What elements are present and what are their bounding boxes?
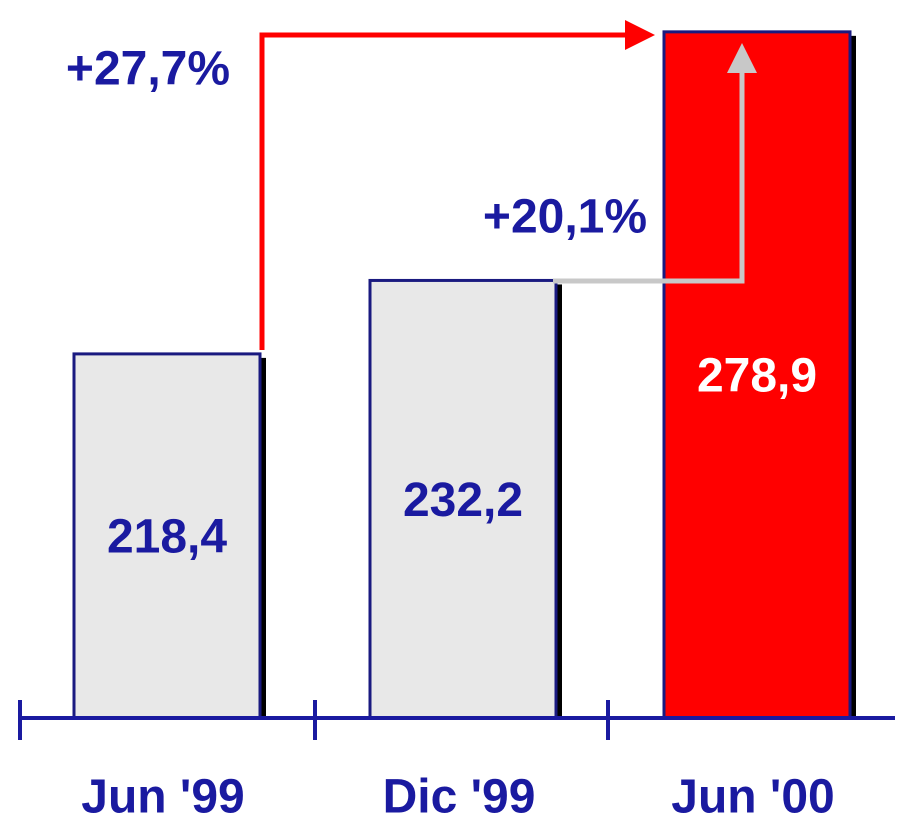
- x-tick-label: Dic '99: [383, 771, 536, 824]
- value-label: 232,2: [403, 474, 523, 527]
- growth-arrow: [259, 20, 655, 350]
- value-label: 278,9: [697, 350, 817, 403]
- bar: [72, 352, 262, 720]
- growth-arrow: [553, 43, 757, 284]
- bars: [72, 30, 856, 720]
- x-tick-label: Jun '00: [671, 771, 834, 824]
- value-label: 218,4: [107, 511, 227, 564]
- bar: [368, 278, 558, 720]
- x-tick-label: Jun '99: [81, 771, 244, 824]
- annotation: +20,1%: [483, 191, 647, 244]
- annotation: +27,7%: [66, 43, 230, 96]
